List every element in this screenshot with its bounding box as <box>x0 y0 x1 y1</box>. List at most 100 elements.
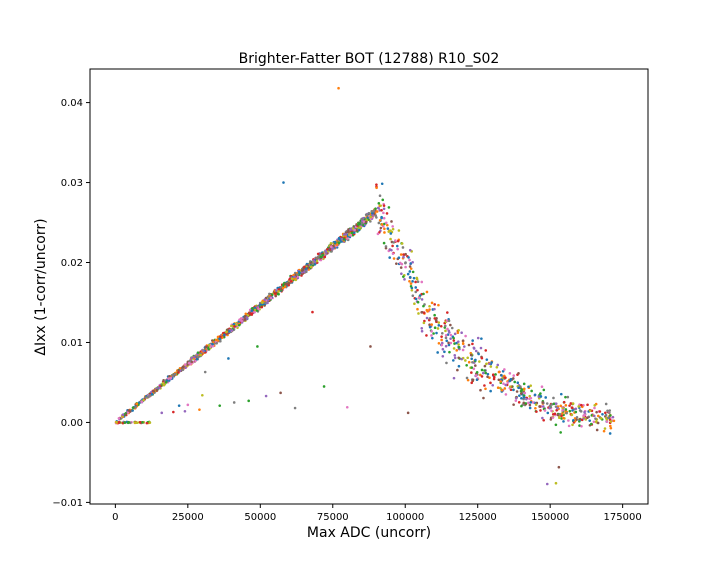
data-point <box>250 312 254 315</box>
data-point <box>322 385 326 388</box>
data-point <box>484 387 487 391</box>
data-point <box>218 337 221 341</box>
data-point <box>543 409 547 412</box>
x-tick-label: 100000 <box>386 512 424 523</box>
data-point <box>466 356 470 360</box>
data-point <box>383 227 386 231</box>
data-point <box>347 228 350 231</box>
data-point <box>447 343 451 347</box>
data-point <box>527 385 530 389</box>
data-point <box>480 356 484 360</box>
data-point <box>401 246 405 249</box>
y-axis-label: ΔIxx (1-corr/uncorr) <box>33 218 49 355</box>
y-tick-label: 0.04 <box>61 98 83 109</box>
data-point <box>595 428 599 432</box>
data-point <box>358 221 361 225</box>
data-point <box>603 427 607 430</box>
data-point <box>268 292 271 296</box>
data-point <box>567 419 570 422</box>
x-tick-label: 0 <box>112 512 118 523</box>
data-point <box>378 194 382 198</box>
data-point <box>225 330 228 334</box>
data-point <box>447 319 451 323</box>
data-point <box>402 275 405 278</box>
data-point <box>145 421 149 425</box>
data-point <box>422 292 425 296</box>
data-point <box>488 362 491 366</box>
data-point <box>428 325 432 329</box>
data-point <box>375 186 378 190</box>
data-point <box>198 408 201 411</box>
data-point <box>358 226 362 229</box>
data-point <box>489 381 492 385</box>
data-point <box>201 393 204 397</box>
data-point <box>296 273 299 276</box>
data-point <box>406 411 410 415</box>
data-point <box>389 237 392 241</box>
data-point <box>497 378 501 382</box>
data-point <box>606 416 610 420</box>
data-point <box>604 402 608 406</box>
data-point <box>309 265 313 269</box>
data-point <box>512 403 515 406</box>
data-point <box>562 400 566 404</box>
data-point <box>152 389 155 393</box>
data-point <box>289 279 293 283</box>
data-point <box>370 210 374 213</box>
data-point <box>148 421 152 424</box>
data-point <box>263 298 267 301</box>
data-point <box>476 336 480 340</box>
data-point <box>283 285 287 288</box>
data-point <box>592 420 596 424</box>
data-point <box>344 233 348 236</box>
data-point <box>609 414 612 417</box>
data-point <box>455 349 459 352</box>
data-point <box>337 241 341 245</box>
data-point <box>392 241 395 244</box>
data-point <box>315 259 319 263</box>
data-point <box>453 354 457 357</box>
data-point <box>391 244 394 248</box>
data-point <box>115 420 118 424</box>
data-point <box>509 385 512 388</box>
data-point <box>277 292 280 296</box>
data-point <box>384 245 388 248</box>
data-point <box>369 345 372 348</box>
data-point <box>535 410 538 413</box>
x-tick-label: 75000 <box>317 512 349 523</box>
data-point <box>377 202 381 205</box>
data-point <box>408 265 412 268</box>
data-point <box>383 222 386 226</box>
data-point <box>158 386 161 389</box>
data-point <box>517 386 520 390</box>
data-point <box>395 244 399 248</box>
data-point <box>499 380 502 383</box>
data-point <box>416 307 419 311</box>
data-point <box>518 394 521 397</box>
data-point <box>550 409 553 413</box>
data-point <box>474 358 477 362</box>
data-point <box>261 301 264 304</box>
data-point <box>586 403 589 407</box>
data-point <box>431 336 434 340</box>
data-point <box>375 183 378 186</box>
data-point <box>394 239 397 242</box>
data-point <box>491 373 495 377</box>
data-point <box>574 410 578 414</box>
data-point <box>413 302 416 305</box>
data-point <box>453 342 456 345</box>
data-point <box>542 418 545 422</box>
data-point <box>513 380 517 384</box>
data-point <box>580 403 583 407</box>
data-point <box>177 404 181 407</box>
data-point <box>558 412 562 416</box>
data-point <box>117 421 121 424</box>
data-point <box>203 370 207 374</box>
data-point <box>571 423 574 427</box>
data-point <box>485 358 489 361</box>
data-point <box>123 421 127 424</box>
data-point <box>117 416 121 420</box>
data-point <box>391 225 394 228</box>
data-point <box>515 390 519 393</box>
data-point <box>285 282 288 286</box>
